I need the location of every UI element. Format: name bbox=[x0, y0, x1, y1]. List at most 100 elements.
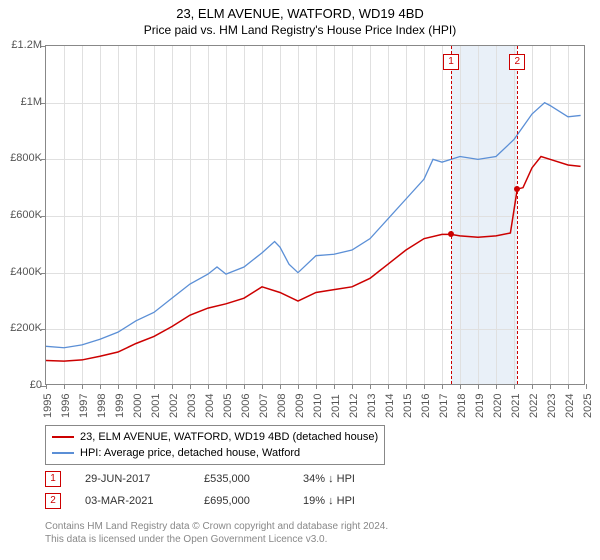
x-tick-label: 1996 bbox=[60, 394, 72, 418]
x-tick bbox=[190, 384, 191, 389]
x-tick bbox=[496, 384, 497, 389]
x-tick bbox=[298, 384, 299, 389]
footer-attribution: Contains HM Land Registry data © Crown c… bbox=[45, 520, 388, 546]
x-tick-label: 2003 bbox=[186, 394, 198, 418]
x-tick bbox=[334, 384, 335, 389]
x-tick-label: 2001 bbox=[150, 394, 162, 418]
sales-table: 1 29-JUN-2017 £535,000 34% ↓ HPI 2 03-MAR-202… bbox=[45, 468, 393, 512]
y-tick-label: £200K bbox=[10, 322, 42, 334]
x-tick-label: 2000 bbox=[132, 394, 144, 418]
x-tick-label: 2023 bbox=[546, 394, 558, 418]
x-tick-label: 1998 bbox=[96, 394, 108, 418]
x-tick-label: 2006 bbox=[240, 394, 252, 418]
legend-label: 23, ELM AVENUE, WATFORD, WD19 4BD (detac… bbox=[80, 429, 378, 445]
x-tick-label: 1995 bbox=[42, 394, 54, 418]
sale-price: £535,000 bbox=[204, 468, 279, 490]
sale-marker-badge: 2 bbox=[509, 54, 525, 70]
x-tick bbox=[550, 384, 551, 389]
x-tick bbox=[154, 384, 155, 389]
x-tick-label: 2010 bbox=[312, 394, 324, 418]
x-tick-label: 2004 bbox=[204, 394, 216, 418]
x-tick bbox=[226, 384, 227, 389]
x-tick-label: 1999 bbox=[114, 394, 126, 418]
sale-hpi-comparison: 19% ↓ HPI bbox=[303, 490, 393, 512]
sale-date: 29-JUN-2017 bbox=[85, 468, 180, 490]
x-tick-label: 2012 bbox=[348, 394, 360, 418]
legend-box: 23, ELM AVENUE, WATFORD, WD19 4BD (detac… bbox=[45, 425, 385, 465]
footer-line1: Contains HM Land Registry data © Crown c… bbox=[45, 520, 388, 533]
y-tick-label: £0 bbox=[30, 379, 42, 391]
x-tick bbox=[244, 384, 245, 389]
x-tick bbox=[46, 384, 47, 389]
x-tick bbox=[406, 384, 407, 389]
legend-label: HPI: Average price, detached house, Watf… bbox=[80, 445, 300, 461]
x-tick-label: 2018 bbox=[456, 394, 468, 418]
x-tick bbox=[424, 384, 425, 389]
legend-swatch bbox=[52, 452, 74, 454]
series-hpi bbox=[46, 103, 581, 348]
x-tick bbox=[280, 384, 281, 389]
x-tick bbox=[172, 384, 173, 389]
x-tick bbox=[136, 384, 137, 389]
chart-title: 23, ELM AVENUE, WATFORD, WD19 4BD bbox=[0, 0, 600, 21]
x-tick-label: 1997 bbox=[78, 394, 90, 418]
legend-row: HPI: Average price, detached house, Watf… bbox=[52, 445, 378, 461]
x-tick bbox=[586, 384, 587, 389]
x-tick-label: 2008 bbox=[276, 394, 288, 418]
sale-dot bbox=[514, 186, 520, 192]
x-tick-label: 2009 bbox=[294, 394, 306, 418]
x-tick bbox=[82, 384, 83, 389]
x-tick bbox=[262, 384, 263, 389]
x-tick bbox=[514, 384, 515, 389]
sale-dot bbox=[448, 231, 454, 237]
x-tick bbox=[478, 384, 479, 389]
x-tick-label: 2017 bbox=[438, 394, 450, 418]
x-tick-label: 2011 bbox=[330, 394, 342, 418]
y-tick-label: £400K bbox=[10, 266, 42, 278]
x-tick-label: 2024 bbox=[564, 394, 576, 418]
x-tick bbox=[64, 384, 65, 389]
sale-price: £695,000 bbox=[204, 490, 279, 512]
legend-swatch bbox=[52, 436, 74, 438]
plot-area: 12 bbox=[45, 45, 585, 385]
x-tick-label: 2014 bbox=[384, 394, 396, 418]
x-tick bbox=[100, 384, 101, 389]
y-tick-label: £1.2M bbox=[11, 39, 42, 51]
y-tick-label: £600K bbox=[10, 209, 42, 221]
x-tick-label: 2020 bbox=[492, 394, 504, 418]
x-tick-label: 2013 bbox=[366, 394, 378, 418]
x-tick-label: 2022 bbox=[528, 394, 540, 418]
x-tick bbox=[118, 384, 119, 389]
x-tick-label: 2016 bbox=[420, 394, 432, 418]
sale-dashline bbox=[517, 46, 518, 384]
x-tick-label: 2007 bbox=[258, 394, 270, 418]
x-tick bbox=[370, 384, 371, 389]
x-tick bbox=[208, 384, 209, 389]
y-tick-label: £800K bbox=[10, 152, 42, 164]
chart-subtitle: Price paid vs. HM Land Registry's House … bbox=[0, 21, 600, 41]
sale-dashline bbox=[451, 46, 452, 384]
x-tick-label: 2019 bbox=[474, 394, 486, 418]
x-tick-label: 2025 bbox=[582, 394, 594, 418]
sale-row: 2 03-MAR-2021 £695,000 19% ↓ HPI bbox=[45, 490, 393, 512]
sale-row-marker: 1 bbox=[45, 471, 61, 487]
chart-container: 23, ELM AVENUE, WATFORD, WD19 4BD Price … bbox=[0, 0, 600, 560]
line-series-svg bbox=[46, 46, 584, 384]
sale-row-marker: 2 bbox=[45, 493, 61, 509]
x-tick bbox=[352, 384, 353, 389]
sale-hpi-comparison: 34% ↓ HPI bbox=[303, 468, 393, 490]
sale-marker-badge: 1 bbox=[443, 54, 459, 70]
legend-row: 23, ELM AVENUE, WATFORD, WD19 4BD (detac… bbox=[52, 429, 378, 445]
x-tick bbox=[388, 384, 389, 389]
x-tick-label: 2015 bbox=[402, 394, 414, 418]
x-tick bbox=[460, 384, 461, 389]
x-tick bbox=[568, 384, 569, 389]
x-tick bbox=[532, 384, 533, 389]
x-tick-label: 2005 bbox=[222, 394, 234, 418]
y-tick-label: £1M bbox=[21, 96, 42, 108]
sale-row: 1 29-JUN-2017 £535,000 34% ↓ HPI bbox=[45, 468, 393, 490]
sale-date: 03-MAR-2021 bbox=[85, 490, 180, 512]
x-tick bbox=[442, 384, 443, 389]
x-tick bbox=[316, 384, 317, 389]
x-tick-label: 2002 bbox=[168, 394, 180, 418]
